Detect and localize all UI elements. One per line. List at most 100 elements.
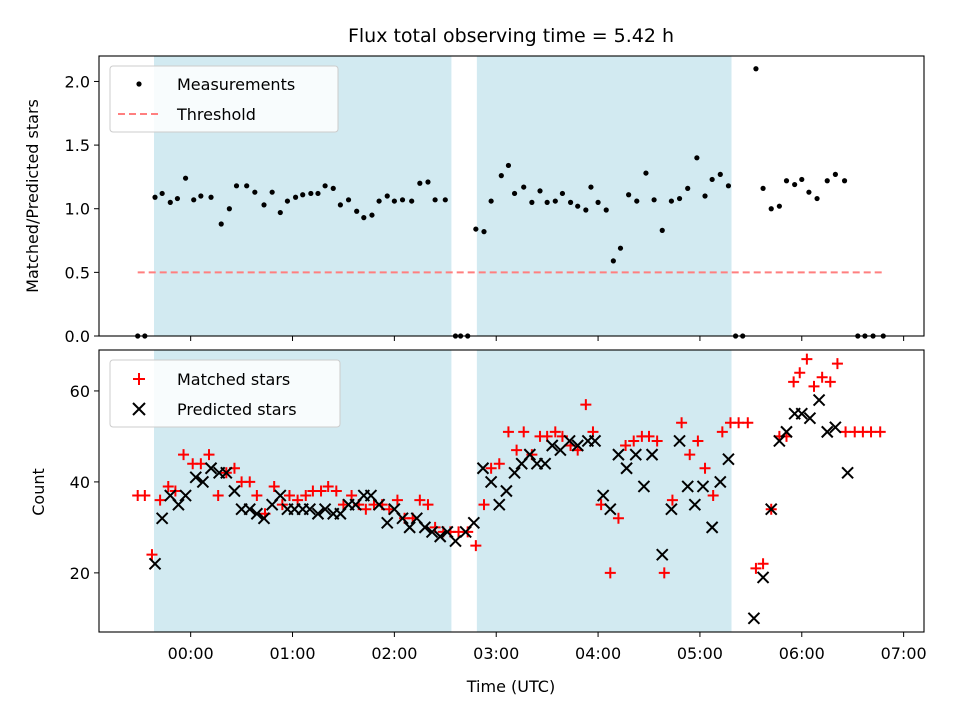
measurement-point <box>152 194 158 200</box>
bottom-y-tick-label: 60 <box>70 382 90 401</box>
matched-star-marker <box>337 499 349 511</box>
measurement-point <box>425 179 431 185</box>
predicted-star-marker <box>508 466 521 480</box>
predicted-star-marker <box>403 521 416 534</box>
measurement-point <box>776 203 782 209</box>
measurement-point <box>252 189 258 195</box>
matched-star-marker <box>360 503 372 515</box>
predicted-star-marker <box>765 502 778 516</box>
predicted-star-marker <box>500 484 513 498</box>
top-panel: 0.00.51.01.52.0 Matched/Predicted stars … <box>23 55 925 346</box>
top-y-tick-label: 0.5 <box>65 263 90 282</box>
matched-star-marker <box>651 435 663 447</box>
matched-star-marker <box>502 426 514 438</box>
measurement-point <box>511 190 518 197</box>
predicted-star-marker <box>243 502 256 516</box>
measurement-point <box>760 185 766 191</box>
predicted-star-marker <box>538 457 552 470</box>
matched-star-marker <box>212 490 224 502</box>
matched-star-marker <box>244 476 256 488</box>
predicted-star-marker <box>604 502 617 516</box>
matched-star-marker <box>330 485 342 497</box>
predicted-star-marker <box>189 471 202 484</box>
measurement-point <box>233 183 240 189</box>
measurement-point <box>159 190 165 197</box>
predicted-star-marker <box>311 507 325 520</box>
measurement-point <box>567 199 574 205</box>
measurement-point <box>322 183 328 189</box>
measurement-point <box>244 183 250 189</box>
measurement-point <box>552 198 558 204</box>
legend-measurement-marker <box>136 81 142 87</box>
predicted-star-marker <box>696 480 710 493</box>
bottom-y-tick-label: 40 <box>70 473 90 492</box>
top-x-ticks <box>190 336 905 341</box>
measurement-point <box>261 202 267 208</box>
predicted-star-marker <box>303 502 317 516</box>
top-legend: Measurements Threshold <box>109 65 339 133</box>
chart-title: Flux total observing time = 5.42 h <box>348 25 674 47</box>
bottom-legend: Matched stars Predicted stars <box>109 359 341 428</box>
measurement-point <box>284 198 291 204</box>
measurement-point <box>814 195 820 202</box>
matched-star-marker <box>824 376 836 388</box>
matched-star-marker <box>154 494 166 506</box>
predicted-star-marker <box>656 548 669 561</box>
top-y-tick-label: 2.0 <box>65 72 90 91</box>
measurement-point <box>832 171 838 177</box>
predicted-star-marker <box>318 502 332 516</box>
measurement-point <box>717 171 723 177</box>
matched-star-marker <box>707 490 719 502</box>
measurement-point <box>824 178 830 184</box>
matched-star-marker <box>470 540 482 552</box>
measurement-point <box>583 207 589 213</box>
predicted-star-marker <box>523 448 537 461</box>
matched-star-marker <box>162 480 174 492</box>
measurement-point <box>505 162 512 169</box>
measurement-point <box>537 188 543 194</box>
legend-predicted-marker <box>132 402 146 416</box>
bottom-points-layer <box>132 353 886 625</box>
matched-star-marker <box>518 426 530 438</box>
predicted-star-marker <box>629 448 642 461</box>
matched-star-marker <box>604 567 616 579</box>
measurement-point <box>676 195 683 202</box>
measurement-point <box>191 197 197 203</box>
matched-star-marker <box>251 490 263 502</box>
predicted-star-marker <box>220 466 233 480</box>
matched-star-marker <box>549 426 561 438</box>
measurement-point <box>308 190 314 197</box>
predicted-star-marker <box>747 612 761 625</box>
measurement-point <box>529 199 535 205</box>
matched-star-marker <box>816 371 828 383</box>
matched-star-marker <box>462 526 474 538</box>
measurement-point <box>369 212 375 218</box>
predicted-star-marker <box>821 425 834 439</box>
predicted-star-marker <box>172 498 185 511</box>
x-tick-label: 00:00 <box>168 644 214 663</box>
top-observing-window <box>476 56 732 336</box>
matched-star-marker <box>580 399 592 411</box>
measurement-point <box>603 207 609 213</box>
measurement-point <box>376 198 382 204</box>
predicted-star-marker <box>476 462 490 475</box>
measurement-point <box>841 178 848 184</box>
matched-star-marker <box>676 417 688 429</box>
top-legend-box <box>109 65 339 133</box>
matched-star-marker <box>716 426 728 438</box>
predicted-star-marker <box>563 434 576 448</box>
measurement-point <box>226 206 232 212</box>
predicted-star-marker <box>228 484 241 498</box>
measurement-point <box>610 258 616 264</box>
predicted-star-marker <box>381 516 394 530</box>
predicted-star-marker <box>155 512 169 525</box>
matched-star-marker <box>485 462 497 474</box>
matched-star-marker <box>684 449 696 461</box>
x-tick-label: 04:00 <box>575 644 621 663</box>
measurement-point <box>167 199 173 205</box>
predicted-star-marker <box>571 439 584 452</box>
predicted-star-marker <box>274 489 287 502</box>
measurement-point <box>269 189 275 195</box>
measurement-point <box>792 181 798 188</box>
matched-star-marker <box>757 558 769 570</box>
